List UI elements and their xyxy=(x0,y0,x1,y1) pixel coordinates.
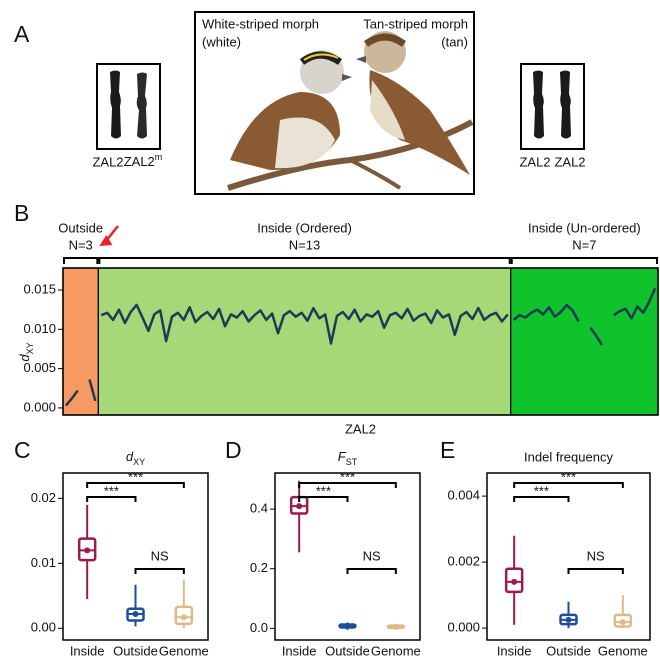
region-count: N=13 xyxy=(289,237,320,252)
significance-label: *** xyxy=(104,483,119,498)
region-bracket xyxy=(64,258,97,264)
significance-label: NS xyxy=(363,548,381,563)
median-dot xyxy=(511,579,517,585)
x-tick-label: Genome xyxy=(159,643,209,658)
morph-label: Tan-striped morph xyxy=(363,16,468,31)
y-axis-label: dXY xyxy=(17,342,35,361)
significance-label: *** xyxy=(340,469,355,484)
morph-label: (white) xyxy=(202,34,241,49)
x-axis-label: ZAL2 xyxy=(345,421,376,436)
panel-title-sub: ST xyxy=(346,457,358,467)
chromosome xyxy=(137,73,147,139)
chromosome xyxy=(533,71,544,139)
significance-label: *** xyxy=(561,469,576,484)
panel-letter: B xyxy=(14,200,29,226)
median-dot xyxy=(181,614,187,620)
region-name: Inside (Un-ordered) xyxy=(528,220,641,235)
region-name: Outside xyxy=(58,220,103,235)
significance-label: *** xyxy=(128,469,143,484)
chromosome-label: ZAL2 xyxy=(92,154,123,169)
median-dot xyxy=(133,611,139,617)
label-sup: m xyxy=(155,152,163,162)
y-tick-label: 0.00 xyxy=(31,620,56,635)
panel-title-sub: XY xyxy=(133,457,145,467)
x-tick-label: Genome xyxy=(371,643,421,658)
region-name: Inside (Ordered) xyxy=(257,220,352,235)
x-tick-label: Inside xyxy=(282,643,317,658)
y-axis-label-sub: XY xyxy=(25,342,35,354)
morph-label: White-striped morph xyxy=(202,16,319,31)
chromosome xyxy=(110,71,121,139)
y-tick-label: 0.002 xyxy=(447,554,480,569)
median-dot xyxy=(566,617,572,623)
y-tick-label: 0.2 xyxy=(250,560,268,575)
x-tick-label: Inside xyxy=(70,643,105,658)
region-count: N=3 xyxy=(69,237,93,252)
region-band xyxy=(98,268,510,415)
significance-label: *** xyxy=(316,483,331,498)
x-tick-label: Outside xyxy=(113,643,158,658)
x-tick-label: Genome xyxy=(598,643,648,658)
significance-bracket xyxy=(569,569,623,574)
panel-letter: A xyxy=(14,21,30,47)
y-tick-label: 0.004 xyxy=(447,488,480,503)
x-tick-label: Inside xyxy=(497,643,532,658)
panel-letter: E xyxy=(440,437,455,463)
region-bracket xyxy=(99,258,509,264)
significance-label: NS xyxy=(587,548,605,563)
label-text: ZAL2 xyxy=(124,154,155,169)
median-dot xyxy=(620,619,626,625)
chromosome-label: ZAL2 xyxy=(519,154,550,169)
chromosome-label: ZAL2m xyxy=(124,152,163,169)
panel-letter: C xyxy=(14,437,31,463)
significance-label: *** xyxy=(534,483,549,498)
chromosome xyxy=(560,71,571,139)
median-dot xyxy=(345,623,351,629)
median-dot xyxy=(84,547,90,553)
median-dot xyxy=(296,503,302,509)
significance-bracket xyxy=(136,569,184,574)
significance-bracket xyxy=(348,569,396,574)
panel-title: FST xyxy=(338,449,358,467)
y-tick-label: 0.000 xyxy=(23,399,56,414)
karyotype-frame xyxy=(521,64,584,149)
y-tick-label: 0.0 xyxy=(250,620,268,635)
x-tick-label: Outside xyxy=(325,643,370,658)
y-tick-label: 0.000 xyxy=(447,620,480,635)
panel-title: dXY xyxy=(126,449,145,467)
region-count: N=7 xyxy=(572,237,596,252)
x-tick-label: Outside xyxy=(546,643,591,658)
region-band xyxy=(511,268,658,415)
panel-letter: D xyxy=(225,437,242,463)
y-tick-label: 0.015 xyxy=(23,281,56,296)
y-tick-label: 0.02 xyxy=(31,490,56,505)
chromosome-label: ZAL2 xyxy=(554,154,585,169)
significance-label: NS xyxy=(151,548,169,563)
region-bracket xyxy=(512,258,657,264)
figure: A ZAL2 ZAL2m ZAL2 ZAL2 White-striped mor… xyxy=(0,0,660,658)
median-dot xyxy=(393,624,399,630)
karyotype-frame xyxy=(97,64,160,149)
y-tick-label: 0.01 xyxy=(31,555,56,570)
y-tick-label: 0.4 xyxy=(250,501,268,516)
panel-title: Indel frequency xyxy=(524,449,613,464)
y-tick-label: 0.010 xyxy=(23,321,56,336)
morph-label: (tan) xyxy=(441,34,468,49)
